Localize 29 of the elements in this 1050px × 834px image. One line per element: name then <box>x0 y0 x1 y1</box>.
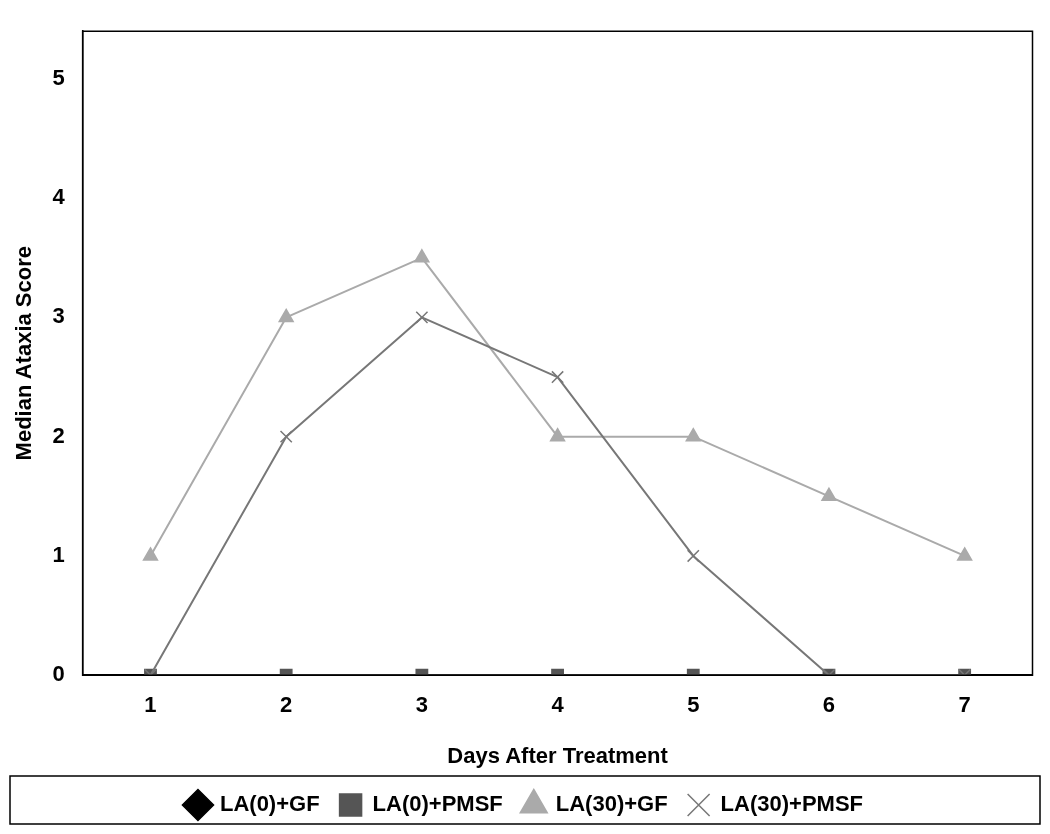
x-tick-label: 6 <box>822 692 836 718</box>
legend-label: LA(30)+GF <box>555 791 668 817</box>
y-tick-label: 5 <box>52 64 65 90</box>
y-tick-label: 1 <box>52 542 65 567</box>
point <box>551 370 564 384</box>
point <box>279 430 293 444</box>
x-tick-label: 4 <box>551 692 565 718</box>
point <box>278 308 294 323</box>
y-tick-label: 2 <box>52 422 65 448</box>
point <box>549 427 566 442</box>
y-tick-label: 3 <box>52 303 65 329</box>
x-tick-label: 2 <box>280 692 293 718</box>
point <box>415 311 429 324</box>
legend-label: LA(0)+GF <box>219 791 320 817</box>
y-tick-label: 4 <box>52 184 66 210</box>
y-tick-label: 0 <box>52 661 65 687</box>
y-axis-title: Median Ataxia Score <box>11 246 37 461</box>
legend-label: LA(30)+PMSF <box>720 791 864 817</box>
x-axis-title: Days After Treatment <box>447 742 669 768</box>
point <box>956 547 973 561</box>
legend-label: LA(0)+PMSF <box>372 791 503 817</box>
point <box>821 487 837 502</box>
point <box>414 249 430 263</box>
point <box>685 427 701 442</box>
point <box>142 547 159 561</box>
x-tick-label: 7 <box>958 692 971 718</box>
x-tick-label: 5 <box>687 692 700 718</box>
x-tick-label: 1 <box>144 692 157 718</box>
x-tick-label: 3 <box>415 692 428 718</box>
